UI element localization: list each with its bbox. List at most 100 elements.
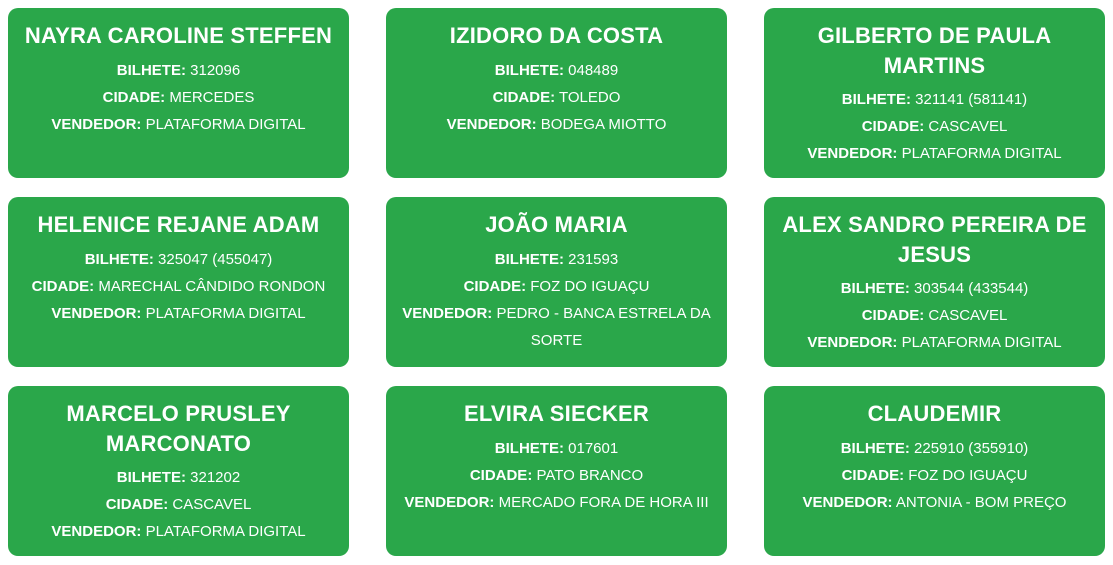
city-value: MARECHAL CÂNDIDO RONDON (98, 277, 326, 295)
vendor-line: VENDEDOR: ANTONIA - BOM PREÇO (776, 489, 1093, 516)
vendor-label: VENDEDOR: (51, 115, 142, 133)
vendor-line: VENDEDOR: PEDRO - BANCA ESTRELA DA SORTE (398, 300, 715, 354)
ticket-line: BILHETE: 231593 (398, 246, 715, 273)
city-value: CASCAVEL (172, 496, 252, 514)
city-line: CIDADE: CASCAVEL (20, 491, 337, 518)
winner-card: ALEX SANDRO PEREIRA DE JESUS BILHETE: 30… (764, 197, 1105, 367)
vendor-value: BODEGA MIOTTO (540, 115, 667, 133)
winner-name: HELENICE REJANE ADAM (37, 212, 320, 237)
vendor-value: PLATAFORMA DIGITAL (901, 145, 1062, 163)
city-label: CIDADE: (492, 88, 556, 106)
ticket-label: BILHETE: (116, 469, 186, 487)
vendor-label: VENDEDOR: (807, 145, 898, 163)
winner-name: CLAUDEMIR (867, 401, 1002, 426)
city-label: CIDADE: (31, 277, 95, 295)
ticket-line: BILHETE: 321202 (20, 464, 337, 491)
vendor-value: PEDRO - BANCA ESTRELA DA SORTE (496, 304, 711, 349)
city-line: CIDADE: FOZ DO IGUAÇU (776, 462, 1093, 489)
winner-card: GILBERTO DE PAULA MARTINS BILHETE: 32114… (764, 8, 1105, 178)
ticket-label: BILHETE: (116, 61, 186, 79)
winner-name: NAYRA CAROLINE STEFFEN (24, 23, 333, 48)
city-value: TOLEDO (559, 88, 621, 106)
ticket-value: 231593 (568, 250, 619, 268)
vendor-label: VENDEDOR: (802, 493, 893, 511)
vendor-line: VENDEDOR: PLATAFORMA DIGITAL (776, 329, 1093, 356)
ticket-line: BILHETE: 321141 (581141) (776, 86, 1093, 113)
vendor-value: PLATAFORMA DIGITAL (901, 334, 1062, 352)
vendor-label: VENDEDOR: (404, 493, 495, 511)
ticket-line: BILHETE: 303544 (433544) (776, 275, 1093, 302)
city-label: CIDADE: (469, 466, 533, 484)
vendor-label: VENDEDOR: (807, 334, 898, 352)
vendor-label: VENDEDOR: (446, 115, 537, 133)
ticket-line: BILHETE: 017601 (398, 435, 715, 462)
winner-card: ELVIRA SIECKER BILHETE: 017601 CIDADE: P… (386, 386, 727, 556)
city-label: CIDADE: (861, 118, 925, 136)
city-label: CIDADE: (105, 496, 169, 514)
city-line: CIDADE: MERCEDES (20, 84, 337, 111)
vendor-line: VENDEDOR: PLATAFORMA DIGITAL (20, 300, 337, 327)
vendor-label: VENDEDOR: (51, 304, 142, 322)
vendor-label: VENDEDOR: (402, 304, 493, 322)
city-line: CIDADE: FOZ DO IGUAÇU (398, 273, 715, 300)
ticket-value: 312096 (190, 61, 241, 79)
winner-name: MARCELO PRUSLEY MARCONATO (66, 401, 291, 456)
winner-name: IZIDORO DA COSTA (449, 23, 664, 48)
city-line: CIDADE: TOLEDO (398, 84, 715, 111)
city-line: CIDADE: MARECHAL CÂNDIDO RONDON (20, 273, 337, 300)
ticket-label: BILHETE: (840, 439, 910, 457)
ticket-label: BILHETE: (840, 280, 910, 298)
vendor-line: VENDEDOR: PLATAFORMA DIGITAL (776, 140, 1093, 167)
winner-card: CLAUDEMIR BILHETE: 225910 (355910) CIDAD… (764, 386, 1105, 556)
city-value: CASCAVEL (928, 118, 1008, 136)
city-label: CIDADE: (102, 88, 166, 106)
city-line: CIDADE: CASCAVEL (776, 302, 1093, 329)
vendor-value: PLATAFORMA DIGITAL (145, 523, 306, 541)
vendor-value: ANTONIA - BOM PREÇO (895, 493, 1067, 511)
winner-card: MARCELO PRUSLEY MARCONATO BILHETE: 32120… (8, 386, 349, 556)
vendor-line: VENDEDOR: PLATAFORMA DIGITAL (20, 518, 337, 545)
ticket-line: BILHETE: 312096 (20, 57, 337, 84)
city-value: MERCEDES (169, 88, 255, 106)
vendor-line: VENDEDOR: BODEGA MIOTTO (398, 111, 715, 138)
city-line: CIDADE: PATO BRANCO (398, 462, 715, 489)
city-value: PATO BRANCO (536, 466, 644, 484)
city-label: CIDADE: (861, 307, 925, 325)
city-line: CIDADE: CASCAVEL (776, 113, 1093, 140)
ticket-line: BILHETE: 325047 (455047) (20, 246, 337, 273)
ticket-label: BILHETE: (494, 439, 564, 457)
city-label: CIDADE: (841, 466, 905, 484)
vendor-value: PLATAFORMA DIGITAL (145, 304, 306, 322)
city-label: CIDADE: (463, 277, 527, 295)
ticket-line: BILHETE: 225910 (355910) (776, 435, 1093, 462)
ticket-value: 321141 (581141) (915, 91, 1028, 109)
vendor-value: MERCADO FORA DE HORA III (498, 493, 709, 511)
city-value: FOZ DO IGUAÇU (530, 277, 650, 295)
ticket-value: 325047 (455047) (158, 250, 273, 268)
winner-card: IZIDORO DA COSTA BILHETE: 048489 CIDADE:… (386, 8, 727, 178)
winner-name: JOÃO MARIA (485, 212, 628, 237)
ticket-value: 303544 (433544) (914, 280, 1029, 298)
city-value: FOZ DO IGUAÇU (908, 466, 1028, 484)
ticket-value: 017601 (568, 439, 619, 457)
winner-card: HELENICE REJANE ADAM BILHETE: 325047 (45… (8, 197, 349, 367)
ticket-value: 321202 (190, 469, 241, 487)
ticket-value: 225910 (355910) (914, 439, 1029, 457)
winner-name: ALEX SANDRO PEREIRA DE JESUS (782, 212, 1087, 267)
ticket-label: BILHETE: (494, 250, 564, 268)
vendor-line: VENDEDOR: PLATAFORMA DIGITAL (20, 111, 337, 138)
vendor-label: VENDEDOR: (51, 523, 142, 541)
city-value: CASCAVEL (928, 307, 1008, 325)
winner-name: ELVIRA SIECKER (464, 401, 649, 426)
winner-card: JOÃO MARIA BILHETE: 231593 CIDADE: FOZ D… (386, 197, 727, 367)
winner-card: NAYRA CAROLINE STEFFEN BILHETE: 312096 C… (8, 8, 349, 178)
ticket-label: BILHETE: (494, 61, 564, 79)
ticket-line: BILHETE: 048489 (398, 57, 715, 84)
vendor-value: PLATAFORMA DIGITAL (145, 115, 306, 133)
vendor-line: VENDEDOR: MERCADO FORA DE HORA III (398, 489, 715, 516)
winner-name: GILBERTO DE PAULA MARTINS (817, 23, 1052, 78)
ticket-label: BILHETE: (84, 250, 154, 268)
ticket-label: BILHETE: (841, 91, 911, 109)
ticket-value: 048489 (568, 61, 619, 79)
